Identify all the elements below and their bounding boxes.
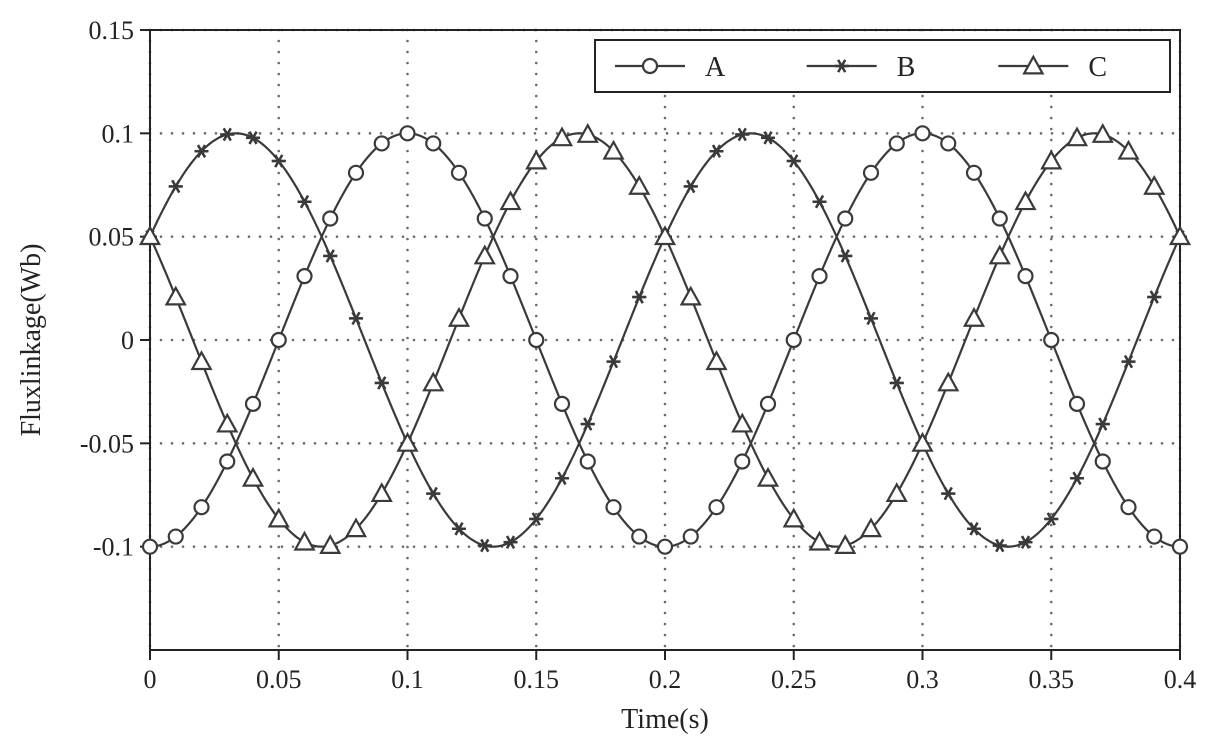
y-axis-label: Fluxlinkage(Wb) (16, 244, 47, 437)
x-tick-label: 0.4 (1164, 665, 1197, 694)
x-tick-label: 0.2 (649, 665, 682, 694)
legend-label: C (1088, 52, 1107, 83)
x-axis-label: Time(s) (621, 704, 709, 735)
y-tick-label: 0 (121, 326, 134, 355)
legend: A B C (595, 40, 1170, 92)
legend-label: A (705, 52, 726, 83)
x-tick-label: 0 (144, 665, 157, 694)
x-tick-label: 0.05 (256, 665, 302, 694)
x-tick-label: 0.1 (391, 665, 424, 694)
flux-linkage-chart: 0 0.05 0.1 0.15 0.2 0.25 0.3 0.35 0.4 -0.1 -0.05 0 0… (0, 0, 1218, 747)
y-tick-label: 0.05 (89, 223, 135, 252)
legend-label: B (897, 52, 916, 83)
y-tick-label: -0.05 (80, 429, 134, 458)
x-tick-label: 0.15 (514, 665, 560, 694)
x-tick-label: 0.3 (906, 665, 939, 694)
x-tick-label: 0.25 (771, 665, 817, 694)
x-tick-label: 0.35 (1029, 665, 1075, 694)
y-tick-label: 0.1 (102, 119, 135, 148)
y-tick-label: 0.15 (89, 16, 135, 45)
y-tick-label: -0.1 (93, 533, 134, 562)
